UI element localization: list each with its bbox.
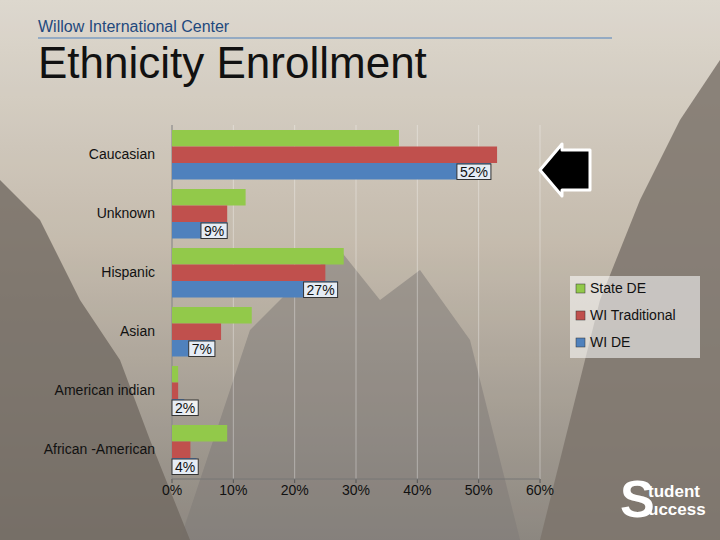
bar [172,340,215,357]
bar [172,458,197,475]
logo-text: tudent [648,482,700,501]
grid-line [540,125,541,479]
data-label-box [189,341,215,357]
legend-swatch [576,284,585,293]
data-label: 9% [204,223,224,239]
page: Willow International Center Ethnicity Enr… [0,0,720,540]
legend-label: State DE [590,280,646,296]
legend-label: WI DE [590,334,630,350]
tick-label: 10% [219,482,247,498]
data-label: 7% [192,341,212,357]
data-label: 2% [175,400,195,416]
bar [172,189,246,206]
bar [172,130,399,147]
data-label-box [201,223,227,239]
tick-label: 60% [526,482,554,498]
category-label: American indian [55,382,155,398]
legend-swatch [576,338,585,347]
legend-box [570,276,700,358]
bar [172,281,338,298]
category-label: Caucasian [89,146,155,162]
tick-label: 40% [403,482,431,498]
bar [172,206,227,223]
category-label: Asian [120,323,155,339]
bar [172,324,221,341]
tick-label: 20% [281,482,309,498]
bar [172,222,227,239]
data-label-box [172,400,198,416]
bar [172,442,190,459]
bar [172,265,325,282]
bar [172,366,178,383]
bar [172,147,497,164]
tick-label: 0% [162,482,182,498]
bar [172,307,252,324]
axis-line [172,479,540,480]
category-label: Hispanic [101,264,155,280]
tick-label: 50% [465,482,493,498]
arrow [540,144,590,196]
bar [172,163,491,180]
header: Willow International Center [38,18,230,35]
data-labels: 52% 9% 27% 7% 2% 4% [172,164,491,475]
bar [172,425,227,442]
bar [172,383,178,400]
bars [172,130,497,475]
data-label: 4% [175,459,195,475]
data-label-box [457,164,491,180]
title: Ethnicity Enrollment [38,38,427,87]
data-label: 27% [307,282,335,298]
haze [0,0,720,540]
legend-label: WI Traditional [590,307,676,323]
data-label: 52% [460,164,488,180]
logo-text: uccess [648,500,706,519]
legend-swatch [576,311,585,320]
tick-label: 30% [342,482,370,498]
bar [172,248,344,265]
category-label: Unknown [97,205,155,221]
category-label: African -American [44,441,155,457]
background [0,0,720,540]
data-label-box [304,282,338,298]
legend: State DE WI Traditional WI DE [570,276,700,358]
data-label-box [172,459,198,475]
logo: Studentuccess [620,470,706,528]
grid [172,125,540,483]
